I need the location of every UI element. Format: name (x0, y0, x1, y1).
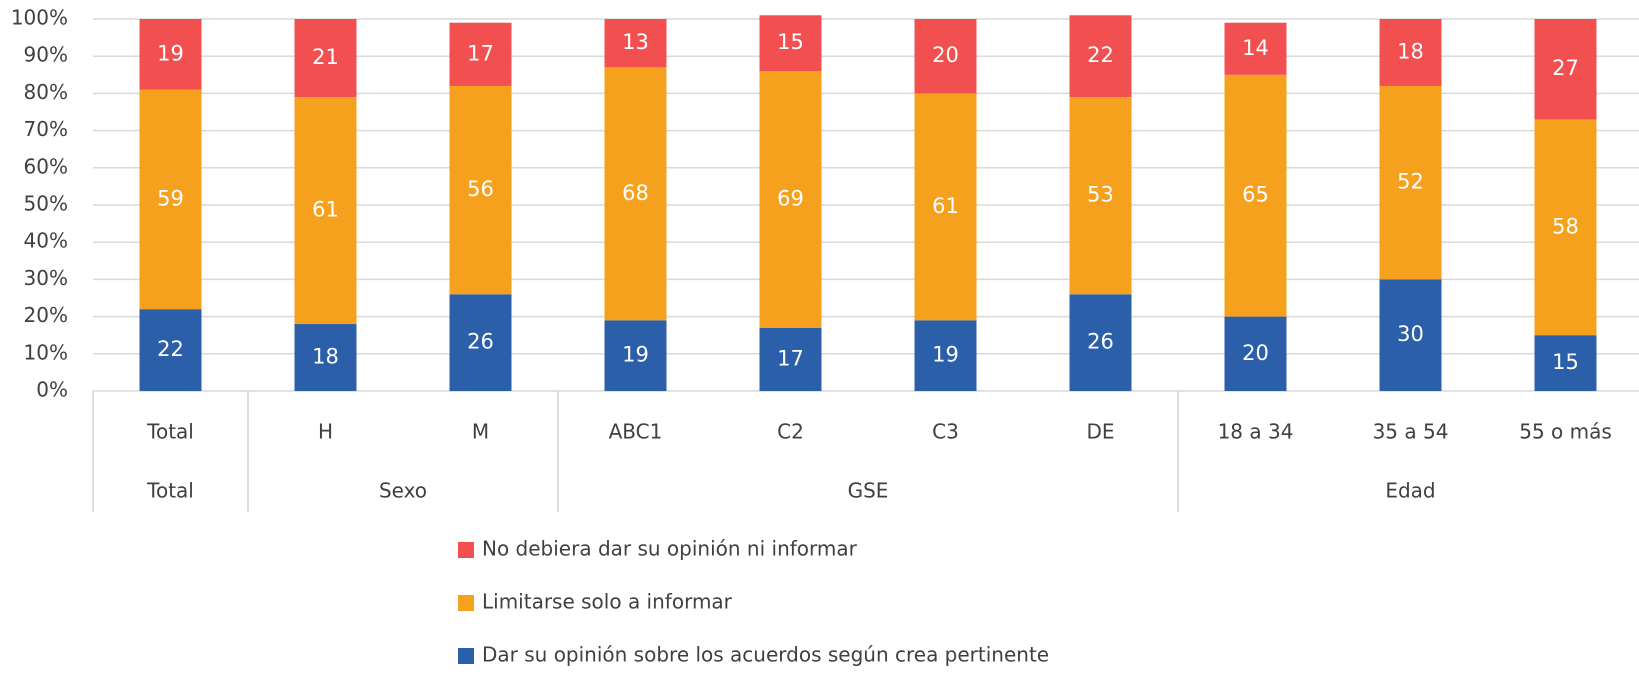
data-label: 17 (777, 346, 804, 370)
data-label: 68 (622, 181, 649, 205)
bar-segment (759, 15, 822, 72)
data-label: 59 (157, 186, 184, 210)
x-tick-label: 18 a 34 (1218, 420, 1294, 444)
group-label: Edad (1385, 479, 1435, 503)
bar-segment (449, 294, 512, 391)
bar-segment (1534, 119, 1597, 336)
data-label: 52 (1397, 170, 1424, 194)
bar-segment (139, 89, 202, 310)
x-tick-label: 35 a 54 (1373, 420, 1449, 444)
group-label: GSE (848, 479, 889, 503)
y-tick-label: 40% (24, 229, 68, 253)
data-label: 14 (1242, 36, 1269, 60)
data-label: 19 (157, 41, 184, 65)
data-label: 65 (1242, 183, 1269, 207)
data-label: 30 (1397, 322, 1424, 346)
bar-segment (449, 22, 512, 86)
bar-segment (914, 93, 977, 321)
bar-segment (1069, 15, 1132, 98)
bar-segment (914, 320, 977, 391)
bar-segment (294, 97, 357, 325)
data-label: 56 (467, 177, 494, 201)
data-label: 20 (932, 43, 959, 67)
legend-swatch (458, 648, 474, 664)
y-tick-label: 100% (11, 6, 68, 30)
x-tick-label: 55 o más (1519, 420, 1612, 444)
bar-segment (1224, 22, 1287, 75)
bar-segment (759, 327, 822, 391)
y-tick-label: 10% (24, 340, 68, 364)
bar-segment (139, 309, 202, 391)
y-tick-label: 70% (24, 117, 68, 141)
x-tick-label: DE (1086, 420, 1114, 444)
y-tick-label: 60% (24, 154, 68, 178)
bar-segment (1224, 74, 1287, 317)
data-label: 22 (1087, 43, 1114, 67)
group-label: Total (146, 479, 194, 503)
data-label: 61 (312, 198, 339, 222)
y-tick-label: 90% (24, 43, 68, 67)
data-label: 18 (312, 345, 339, 369)
group-label: Sexo (379, 479, 427, 503)
data-label: 21 (312, 45, 339, 69)
legend-label: Limitarse solo a informar (482, 590, 733, 614)
bar-segment (139, 19, 202, 90)
bar-segment (1379, 19, 1442, 86)
x-tick-label: C2 (777, 420, 804, 444)
data-label: 13 (622, 30, 649, 54)
x-tick-label: M (472, 420, 489, 444)
bar-segment (604, 320, 667, 391)
data-label: 19 (622, 343, 649, 367)
bar-segment (1534, 19, 1597, 120)
y-tick-label: 80% (24, 80, 68, 104)
bar-segment (759, 71, 822, 328)
bar-segment (914, 19, 977, 94)
bar-segment (294, 19, 357, 98)
y-tick-label: 0% (36, 378, 68, 402)
data-label: 69 (777, 186, 804, 210)
data-label: 17 (467, 41, 494, 65)
data-label: 15 (1552, 350, 1579, 374)
legend-swatch (458, 542, 474, 558)
data-label: 53 (1087, 183, 1114, 207)
data-label: 22 (157, 337, 184, 361)
legend-swatch (458, 595, 474, 611)
bar-segment (449, 85, 512, 295)
y-tick-label: 50% (24, 192, 68, 216)
data-label: 27 (1552, 56, 1579, 80)
data-label: 58 (1552, 214, 1579, 238)
data-label: 15 (777, 30, 804, 54)
bar-segment (1069, 97, 1132, 295)
legend-label: No debiera dar su opinión ni informar (482, 537, 858, 561)
x-tick-label: Total (146, 420, 194, 444)
x-tick-label: C3 (932, 420, 959, 444)
x-tick-label: ABC1 (609, 420, 663, 444)
y-tick-label: 20% (24, 303, 68, 327)
data-label: 18 (1397, 39, 1424, 63)
bar-segment (604, 19, 667, 68)
data-label: 26 (1087, 330, 1114, 354)
data-label: 20 (1242, 341, 1269, 365)
bar-segment (294, 324, 357, 391)
data-label: 19 (932, 343, 959, 367)
x-tick-label: H (318, 420, 333, 444)
bar-segment (1534, 335, 1597, 391)
data-label: 26 (467, 330, 494, 354)
bar-segment (1379, 279, 1442, 391)
y-tick-label: 30% (24, 266, 68, 290)
bar-segment (1069, 294, 1132, 391)
data-label: 61 (932, 194, 959, 218)
bar-segment (1379, 85, 1442, 280)
legend-label: Dar su opinión sobre los acuerdos según … (482, 643, 1049, 667)
bar-segment (1224, 316, 1287, 391)
bar-segment (604, 67, 667, 321)
